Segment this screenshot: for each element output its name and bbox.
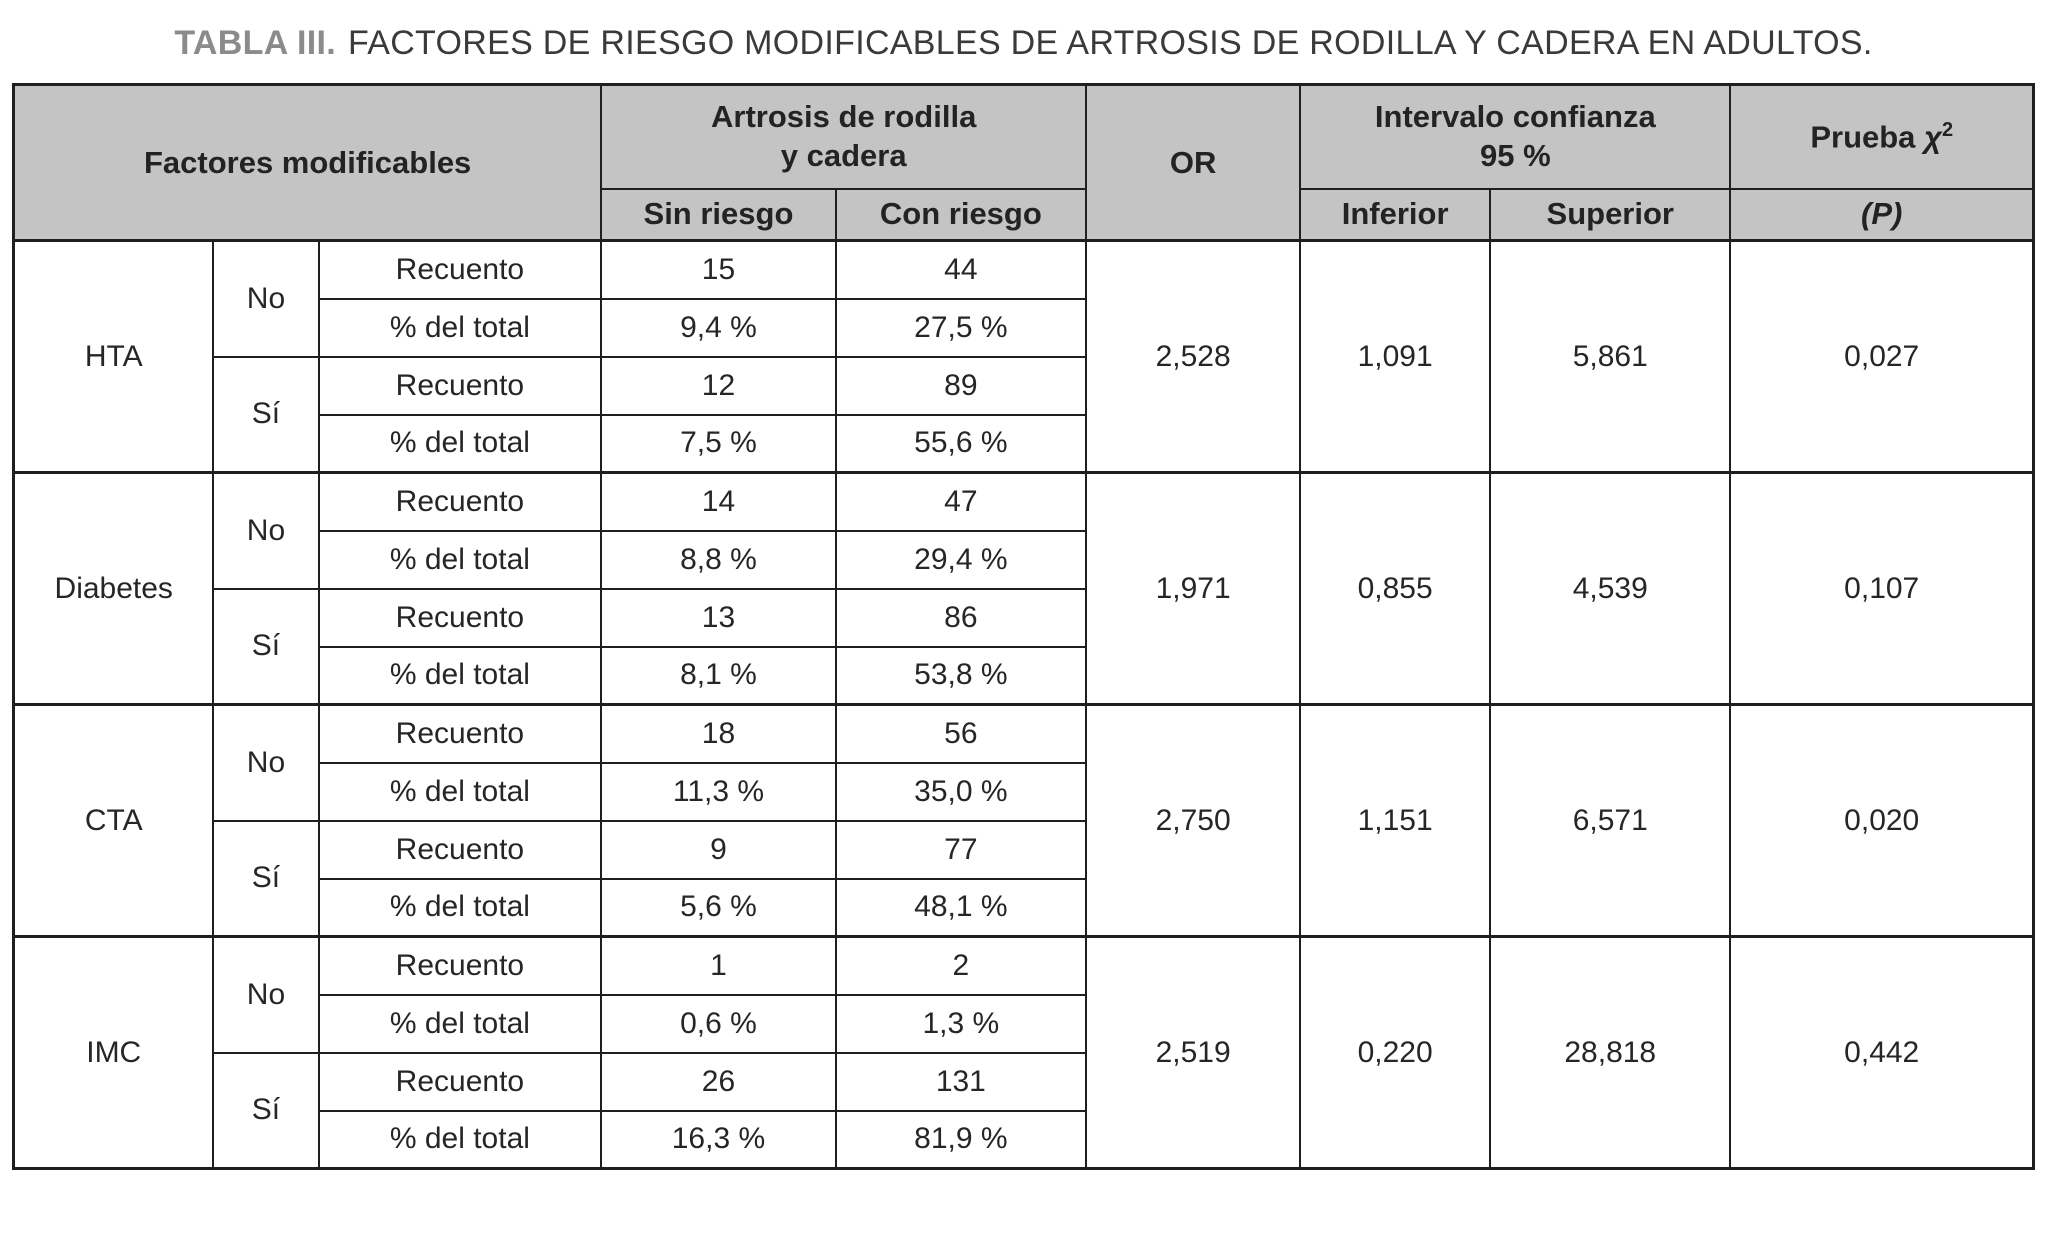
- table-title: TABLA III. FACTORES DE RIESGO MODIFICABLE…: [12, 24, 2035, 63]
- row-label-cell: Recuento: [317, 703, 603, 764]
- row-label-cell: % del total: [317, 761, 603, 822]
- row-label-cell: % del total: [317, 297, 603, 358]
- value-cell: 7,5 %: [600, 413, 837, 474]
- subgroup-cell: No: [212, 703, 320, 822]
- factor-name-cell: CTA: [12, 703, 215, 938]
- or-cell: 2,528: [1085, 239, 1302, 474]
- value-cell: 9: [600, 819, 837, 880]
- value-cell: 13: [600, 587, 837, 648]
- value-cell: 27,5 %: [834, 297, 1088, 358]
- row-label-cell: Recuento: [317, 587, 603, 648]
- value-cell: 1,3 %: [834, 993, 1088, 1054]
- value-cell: 16,3 %: [600, 1109, 837, 1170]
- header-inferior: Inferior: [1299, 187, 1492, 242]
- factor-name-cell: Diabetes: [12, 471, 215, 706]
- value-cell: 15: [600, 239, 837, 300]
- subgroup-cell: Sí: [212, 1051, 320, 1170]
- value-cell: 8,8 %: [600, 529, 837, 590]
- row-label-cell: Recuento: [317, 819, 603, 880]
- value-cell: 26: [600, 1051, 837, 1112]
- value-cell: 0,6 %: [600, 993, 837, 1054]
- header-p: (P): [1729, 187, 2035, 242]
- row-label-cell: % del total: [317, 1109, 603, 1170]
- value-cell: 9,4 %: [600, 297, 837, 358]
- row-label-cell: % del total: [317, 529, 603, 590]
- row-label-cell: Recuento: [317, 239, 603, 300]
- row-label-cell: % del total: [317, 993, 603, 1054]
- row-label-cell: % del total: [317, 877, 603, 938]
- header-sin-riesgo: Sin riesgo: [600, 187, 837, 242]
- header-artrosis: Artrosis de rodilla y cadera: [600, 83, 1088, 190]
- header-or: OR: [1085, 83, 1302, 242]
- row-label-cell: Recuento: [317, 1051, 603, 1112]
- factor-name-cell: HTA: [12, 239, 215, 474]
- value-cell: 47: [834, 471, 1088, 532]
- ci-superior-cell: 4,539: [1489, 471, 1732, 706]
- row-label-cell: % del total: [317, 645, 603, 706]
- value-cell: 53,8 %: [834, 645, 1088, 706]
- value-cell: 2: [834, 935, 1088, 996]
- header-prueba-label: Prueba: [1810, 118, 1925, 154]
- row-label-cell: Recuento: [317, 471, 603, 532]
- p-cell: 0,027: [1729, 239, 2035, 474]
- row-label-cell: % del total: [317, 413, 603, 474]
- value-cell: 14: [600, 471, 837, 532]
- subgroup-cell: Sí: [212, 819, 320, 938]
- row-label-cell: Recuento: [317, 355, 603, 416]
- ci-inferior-cell: 1,151: [1299, 703, 1492, 938]
- value-cell: 44: [834, 239, 1088, 300]
- p-cell: 0,442: [1729, 935, 2035, 1170]
- risk-factors-table: Factores modificables Artrosis de rodill…: [12, 83, 2035, 1170]
- value-cell: 56: [834, 703, 1088, 764]
- value-cell: 11,3 %: [600, 761, 837, 822]
- value-cell: 8,1 %: [600, 645, 837, 706]
- subgroup-cell: No: [212, 935, 320, 1054]
- value-cell: 18: [600, 703, 837, 764]
- header-intervalo: Intervalo confianza 95 %: [1299, 83, 1732, 190]
- table-title-text: FACTORES DE RIESGO MODIFICABLES DE ARTRO…: [348, 24, 1873, 62]
- value-cell: 1: [600, 935, 837, 996]
- header-con-riesgo: Con riesgo: [834, 187, 1088, 242]
- page: TABLA III. FACTORES DE RIESGO MODIFICABLE…: [12, 24, 2035, 1170]
- table-title-label: TABLA III.: [174, 24, 337, 62]
- ci-superior-cell: 5,861: [1489, 239, 1732, 474]
- chi-exponent: 2: [1941, 118, 1954, 141]
- header-prueba: Prueba χ2: [1729, 83, 2035, 190]
- ci-superior-cell: 6,571: [1489, 703, 1732, 938]
- value-cell: 86: [834, 587, 1088, 648]
- value-cell: 131: [834, 1051, 1088, 1112]
- p-cell: 0,020: [1729, 703, 2035, 938]
- value-cell: 48,1 %: [834, 877, 1088, 938]
- value-cell: 29,4 %: [834, 529, 1088, 590]
- factor-name-cell: IMC: [12, 935, 215, 1170]
- p-cell: 0,107: [1729, 471, 2035, 706]
- or-cell: 2,519: [1085, 935, 1302, 1170]
- header-superior: Superior: [1489, 187, 1732, 242]
- value-cell: 77: [834, 819, 1088, 880]
- subgroup-cell: No: [212, 239, 320, 358]
- value-cell: 5,6 %: [600, 877, 837, 938]
- ci-inferior-cell: 0,855: [1299, 471, 1492, 706]
- value-cell: 35,0 %: [834, 761, 1088, 822]
- subgroup-cell: Sí: [212, 587, 320, 706]
- ci-superior-cell: 28,818: [1489, 935, 1732, 1170]
- or-cell: 1,971: [1085, 471, 1302, 706]
- ci-inferior-cell: 1,091: [1299, 239, 1492, 474]
- row-label-cell: Recuento: [317, 935, 603, 996]
- header-factores: Factores modificables: [12, 83, 603, 242]
- value-cell: 89: [834, 355, 1088, 416]
- subgroup-cell: Sí: [212, 355, 320, 474]
- value-cell: 12: [600, 355, 837, 416]
- or-cell: 2,750: [1085, 703, 1302, 938]
- chi-symbol: χ: [1924, 118, 1942, 154]
- value-cell: 81,9 %: [834, 1109, 1088, 1170]
- subgroup-cell: No: [212, 471, 320, 590]
- ci-inferior-cell: 0,220: [1299, 935, 1492, 1170]
- value-cell: 55,6 %: [834, 413, 1088, 474]
